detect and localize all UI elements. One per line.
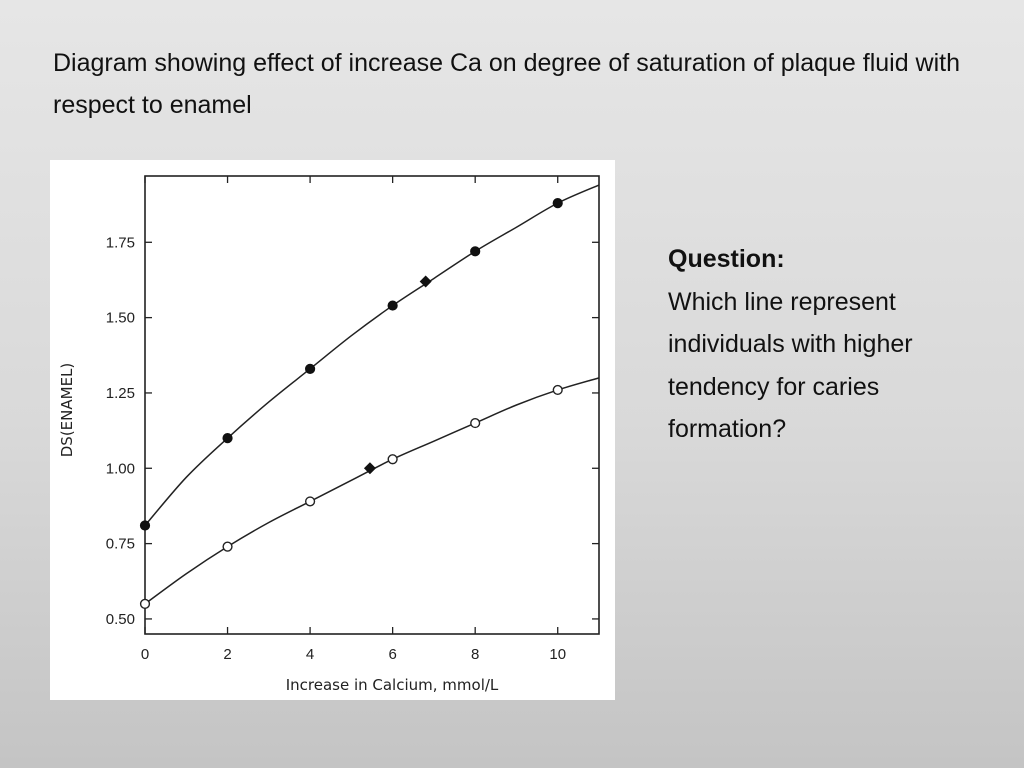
series-2-point — [304, 496, 316, 507]
x-tick-label: 8 — [471, 646, 479, 663]
x-tick-label: 10 — [549, 646, 566, 663]
question-line-4: formation? — [668, 415, 787, 443]
x-tick-label: 4 — [306, 646, 314, 663]
y-axis-label: DS(ENAMEL) — [58, 363, 76, 458]
series-2-line — [144, 377, 600, 605]
series-1-point — [552, 198, 563, 209]
series-1-point — [139, 520, 151, 531]
y-tick-label: 1.75 — [106, 234, 135, 251]
y-tick-label: 1.25 — [106, 385, 135, 402]
series-1-line — [144, 184, 600, 527]
saturation-chart: 0.50 0.75 1.00 1.25 1.50 1.75 0 2 4 6 8 10 Increase … — [58, 175, 600, 694]
chart-panel: 0.50 0.75 1.00 1.25 1.50 1.75 0 2 4 6 8 10 Increase … — [50, 160, 615, 700]
y-tick-label: 0.75 — [106, 536, 135, 553]
x-tick-label: 6 — [388, 646, 396, 663]
series-1-point — [470, 246, 481, 257]
y-tick-label: 1.50 — [106, 310, 135, 327]
series-2-point — [387, 454, 398, 465]
x-axis-label: Increase in Calcium, mmol/L — [286, 676, 499, 694]
series-1-diamond-marker — [419, 275, 432, 288]
y-tick-label: 1.00 — [106, 460, 135, 477]
question-block: Question: Which line represent individua… — [668, 238, 998, 451]
series-2-point — [470, 417, 481, 429]
question-line-1: Which line represent — [668, 287, 896, 316]
series-1-point — [304, 363, 316, 374]
series-1-point — [387, 300, 398, 311]
series-2-diamond-marker — [363, 462, 376, 475]
question-line-2: individuals with higher — [668, 330, 913, 358]
series-2-point — [222, 541, 233, 552]
series-2-point — [139, 598, 151, 609]
series-2-point — [552, 384, 563, 396]
y-tick-label: 0.50 — [106, 611, 135, 628]
question-line-3: tendency for caries — [668, 372, 880, 401]
series-1-point — [222, 433, 233, 444]
question-heading: Question: — [668, 245, 785, 273]
slide-title: Diagram showing effect of increase Ca on… — [53, 49, 961, 119]
x-tick-label: 0 — [141, 646, 149, 663]
plot-frame — [144, 175, 600, 635]
x-tick-label: 2 — [223, 646, 231, 663]
